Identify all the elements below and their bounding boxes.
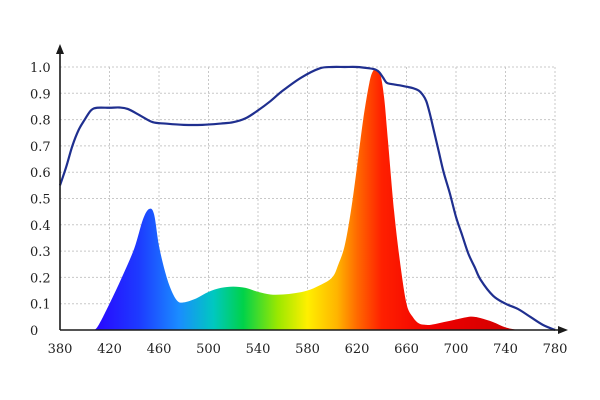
x-tick-label: 380: [48, 342, 73, 357]
y-tick-label: 0: [30, 324, 38, 339]
x-tick-label: 420: [97, 342, 122, 357]
response-line: [58, 65, 556, 332]
spectrum-area: [90, 69, 518, 331]
y-tick-label: 0.3: [30, 245, 51, 260]
y-tick-label: 0.2: [30, 271, 51, 286]
y-tick-label: 0.6: [30, 166, 51, 181]
x-tick-label: 700: [444, 342, 469, 357]
x-tick-label: 660: [394, 342, 419, 357]
x-tick-labels: 380 420 460 500 540 580 620 660 700 740 780: [48, 342, 568, 357]
x-tick-label: 620: [345, 342, 370, 357]
grid: [60, 66, 556, 330]
y-tick-labels: 0 0.1 0.2 0.3 0.4 0.5 0.6 0.7 0.8 0.9 1.0: [30, 61, 51, 339]
x-axis-arrow: [558, 326, 568, 334]
response-line-series: [58, 65, 556, 332]
y-tick-label: 0.1: [30, 298, 51, 313]
x-tick-label: 500: [196, 342, 221, 357]
y-tick-label: 0.7: [30, 140, 51, 155]
x-tick-label: 740: [493, 342, 518, 357]
x-tick-label: 780: [543, 342, 568, 357]
y-axis-arrow: [56, 44, 64, 54]
spectrum-area-series: [90, 69, 518, 331]
axes: [56, 44, 568, 334]
y-tick-label: 0.8: [30, 114, 51, 129]
y-tick-label: 0.4: [30, 219, 51, 234]
x-tick-label: 460: [147, 342, 172, 357]
y-tick-label: 0.9: [30, 87, 51, 102]
x-tick-label: 540: [246, 342, 271, 357]
y-tick-label: 0.5: [30, 193, 51, 208]
y-tick-label: 1.0: [30, 61, 51, 76]
x-tick-label: 580: [295, 342, 320, 357]
